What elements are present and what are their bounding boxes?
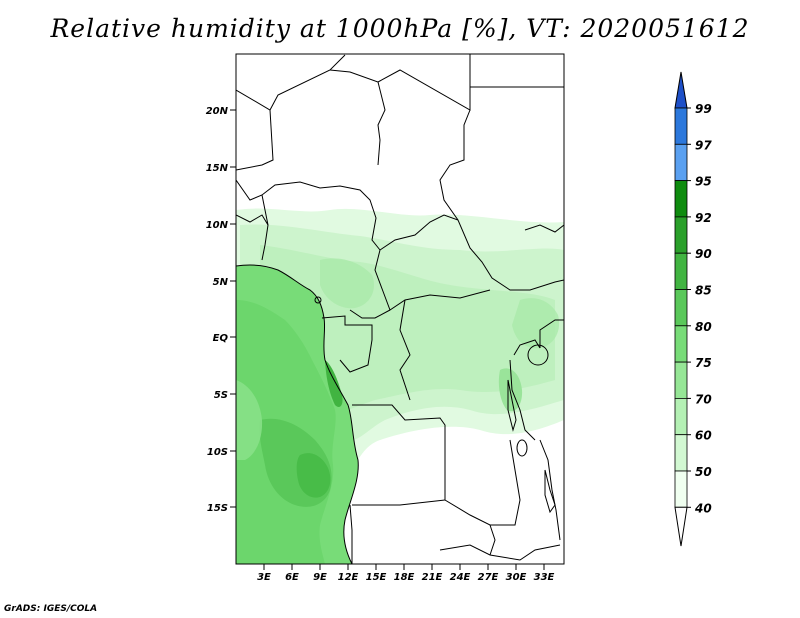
- colorbar-level-label: 60: [695, 429, 712, 443]
- colorbar-level-label: 99: [695, 102, 712, 116]
- colorbar-level-label: 50: [695, 465, 712, 479]
- colorbar-swatch: [674, 180, 688, 218]
- lon-tick-label: 18E: [394, 572, 415, 583]
- lat-tick-label: 20N: [206, 106, 229, 117]
- colorbar-swatch: [674, 361, 688, 399]
- colorbar-level-label: 97: [695, 138, 712, 152]
- lat-tick-label: 10S: [207, 447, 228, 458]
- longitude-axis: 3E 6E 9E 12E 15E 18E 21E 24E 27E 30E 33E: [257, 564, 555, 583]
- lon-tick-label: 21E: [422, 572, 443, 583]
- colorbar-level-label: 80: [695, 320, 712, 334]
- lon-tick-label: 15E: [366, 572, 387, 583]
- colorbar-swatch: [674, 289, 688, 327]
- colorbar-swatch: [674, 434, 688, 472]
- colorbar-level-label: 90: [695, 247, 712, 261]
- colorbar: 99 97 95 92 90 85 80 75 70 60 50 40: [674, 71, 712, 547]
- country-borders: [236, 54, 564, 564]
- lon-tick-label: 12E: [338, 572, 359, 583]
- lon-tick-label: 24E: [450, 572, 471, 583]
- colorbar-bottom-arrow: [674, 506, 688, 547]
- lon-tick-label: 27E: [478, 572, 499, 583]
- lon-tick-label: 30E: [506, 572, 527, 583]
- humidity-field: [236, 208, 564, 564]
- lat-tick-label: EQ: [213, 333, 229, 344]
- lon-tick-label: 6E: [285, 572, 299, 583]
- lat-tick-label: 15S: [207, 503, 228, 514]
- colorbar-swatch: [674, 470, 688, 508]
- colorbar-level-label: 85: [695, 284, 712, 298]
- lat-tick-label: 5N: [213, 277, 229, 288]
- lon-tick-label: 3E: [257, 572, 271, 583]
- lat-tick-label: 10N: [206, 220, 229, 231]
- latitude-axis: 20N 15N 10N 5N EQ 5S 10S 15S: [206, 106, 236, 514]
- colorbar-swatch: [674, 397, 688, 436]
- colorbar-swatch: [674, 143, 688, 182]
- colorbar-level-label: 95: [695, 175, 712, 189]
- colorbar-level-label: 75: [695, 356, 712, 370]
- colorbar-level-label: 40: [694, 501, 712, 515]
- colorbar-swatch: [674, 107, 688, 145]
- colorbar-swatch: [674, 252, 688, 290]
- chart-title: Relative humidity at 1000hPa [%], VT: 20…: [50, 14, 750, 43]
- lat-tick-label: 15N: [206, 163, 229, 174]
- lat-tick-label: 5S: [214, 390, 228, 401]
- colorbar-swatch: [674, 216, 688, 254]
- map-frame: [235, 53, 565, 565]
- lon-tick-label: 33E: [534, 572, 555, 583]
- colorbar-top-arrow: [674, 71, 688, 109]
- colorbar-level-label: 92: [695, 211, 712, 225]
- colorbar-swatch: [674, 325, 688, 363]
- lon-tick-label: 9E: [313, 572, 327, 583]
- colorbar-level-label: 70: [695, 392, 712, 406]
- grads-credit: GrADS: IGES/COLA: [4, 604, 98, 614]
